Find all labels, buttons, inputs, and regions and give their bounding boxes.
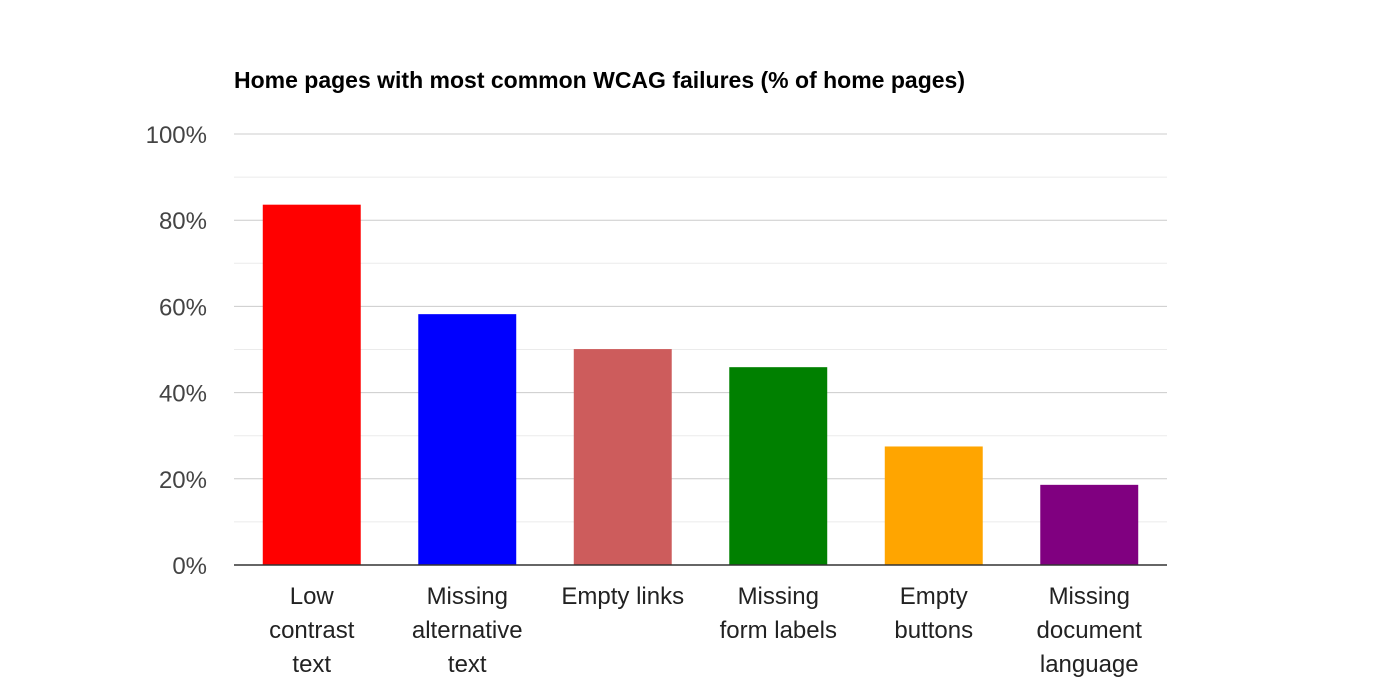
y-tick-label: 100% xyxy=(146,122,207,149)
x-tick-label: Empty links xyxy=(561,583,684,610)
x-tick-label: Missing form labels xyxy=(720,583,837,644)
chart-title: Home pages with most common WCAG failure… xyxy=(234,67,965,93)
bar xyxy=(1040,484,1139,565)
y-tick-label: 20% xyxy=(159,467,207,494)
bar xyxy=(884,446,983,565)
y-tick-label: 0% xyxy=(172,553,207,580)
bars xyxy=(262,204,1139,565)
x-tick-label: Missing document language xyxy=(1037,583,1143,678)
bar xyxy=(262,204,361,565)
y-tick-label: 80% xyxy=(159,208,207,235)
x-axis-tick-labels: Low contrast text Missing alternative text Emp… xyxy=(269,583,1142,678)
bar xyxy=(573,349,672,565)
y-tick-label: 60% xyxy=(159,294,207,321)
x-tick-label: Missing alternative text xyxy=(412,583,523,678)
y-tick-label: 40% xyxy=(159,381,207,408)
y-axis-tick-labels: 0% 20% 40% 60% 80% 100% xyxy=(146,122,207,580)
gridlines xyxy=(234,133,1167,523)
bar xyxy=(729,367,828,565)
bar xyxy=(418,314,517,565)
x-tick-label: Empty buttons xyxy=(894,583,973,644)
x-tick-label: Low contrast text xyxy=(269,583,355,678)
